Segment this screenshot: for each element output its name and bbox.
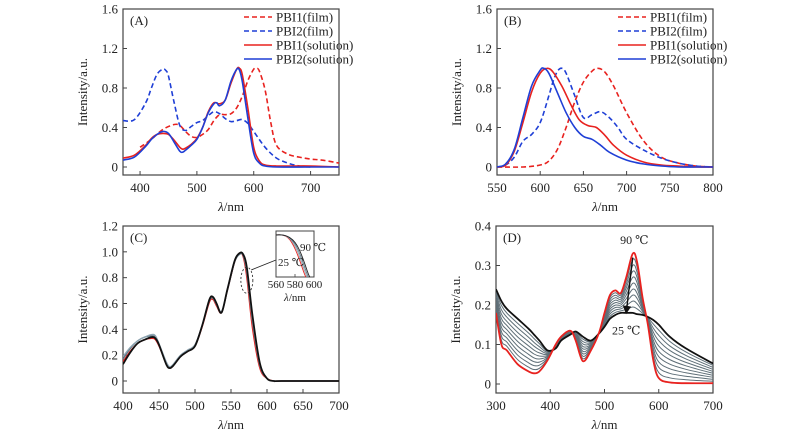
annotation-90c: 90 ℃ — [620, 233, 648, 247]
legend-label: PBI1(solution) — [276, 38, 353, 53]
inset-curve — [275, 234, 311, 278]
y-tick-label: 1.6 — [476, 2, 493, 17]
x-tick-label: 450 — [149, 398, 169, 413]
y-tick-label: 0.8 — [102, 81, 118, 96]
zoom-pointer — [251, 259, 277, 271]
inset-x-tick-label: 560 — [268, 279, 285, 291]
x-tick-label: 550 — [487, 180, 507, 195]
legend-label: PBI2(film) — [276, 24, 333, 39]
series-group — [123, 66, 339, 168]
y-tick-label: 0 — [112, 374, 119, 389]
inset-label-90c: 90 ℃ — [300, 242, 326, 254]
inset-label-25c: 25 ℃ — [278, 257, 304, 269]
trend-arrow — [622, 257, 634, 315]
x-tick-label: 400 — [113, 398, 133, 413]
x-tick-label: 750 — [660, 180, 680, 195]
inset-x-tick-label: 580 — [287, 279, 304, 291]
inset-x-tick-label: 600 — [306, 279, 323, 291]
series-group — [123, 251, 339, 383]
y-tick-label: 0.3 — [475, 258, 491, 273]
panel-label: (C) — [130, 230, 147, 245]
x-tick-label: 500 — [595, 398, 615, 413]
panel-C: 400 450 500 550 600 650 700 0 0.2 0.4 0.6 0.8 1.0 1.2… — [75, 219, 349, 433]
legend-label: PBI2(solution) — [650, 52, 727, 67]
y-tick-label: 0.4 — [476, 120, 493, 135]
y-tick-label: 0.4 — [102, 120, 119, 135]
legend-label: PBI2(film) — [650, 24, 707, 39]
legend-label: PBI1(solution) — [650, 38, 727, 53]
x-tick-label: 700 — [703, 398, 723, 413]
series-group — [496, 251, 713, 385]
y-tick-label: 1.6 — [102, 2, 119, 17]
x-tick-label: 600 — [257, 398, 277, 413]
inset-x-axis-label: λ/nm — [283, 292, 306, 304]
x-axis-label: λ/nm — [591, 199, 618, 214]
panel-label: (B) — [504, 13, 521, 28]
series-line-pbi1-film- — [139, 67, 339, 164]
x-axis-label: λ/nm — [217, 417, 244, 432]
x-tick-label: 700 — [617, 180, 637, 195]
series-line-pbi1-film- — [497, 67, 713, 168]
x-tick-label: 500 — [185, 398, 205, 413]
x-tick-label: 600 — [530, 180, 550, 195]
plot-frame — [496, 8, 714, 176]
y-tick-label: 0.6 — [102, 296, 119, 311]
panel-label: (A) — [130, 13, 148, 28]
x-axis-label: λ/nm — [591, 417, 618, 432]
x-tick-label: 400 — [541, 398, 561, 413]
y-axis-label: Intensity/a.u. — [448, 276, 463, 344]
x-tick-label: 600 — [244, 180, 264, 195]
panel-B: 550 600 650 700 750 800 0 0.4 0.8 1.2 1.6 (B) λ/nm In… — [449, 2, 727, 215]
series-line-pbi1-solution- — [497, 67, 713, 168]
y-tick-label: 0.8 — [476, 81, 492, 96]
series-line-90c — [496, 251, 713, 385]
y-tick-label: 0.2 — [102, 348, 118, 363]
x-tick-label: 700 — [329, 398, 349, 413]
y-tick-label: 1.2 — [476, 41, 492, 56]
x-tick-label: 650 — [293, 398, 313, 413]
x-tick-label: 800 — [703, 180, 723, 195]
y-tick-label: 0 — [485, 377, 492, 392]
x-tick-label: 600 — [649, 398, 669, 413]
y-tick-label: 0.8 — [102, 270, 118, 285]
x-tick-label: 650 — [574, 180, 594, 195]
x-tick-label: 550 — [221, 398, 241, 413]
y-tick-label: 0.2 — [475, 298, 491, 313]
legend-label: PBI2(solution) — [276, 52, 353, 67]
x-axis-label: λ/nm — [217, 199, 244, 214]
x-tick-label: 400 — [130, 180, 150, 195]
x-tick-label: 500 — [187, 180, 207, 195]
zoom-ellipse — [240, 266, 254, 294]
x-tick-label: 700 — [301, 180, 321, 195]
panel-D: 300 400 500 600 700 0 0.1 0.2 0.3 0.4 (D) λ/nm Inten… — [448, 219, 723, 433]
x-tick-label: 300 — [486, 398, 506, 413]
legend-label: PBI1(film) — [650, 10, 707, 25]
series-line-pbi2-film- — [497, 67, 713, 168]
annotation-25c: 25 ℃ — [612, 324, 640, 338]
y-axis-label: Intensity/a.u. — [75, 58, 90, 126]
inset-frame — [275, 230, 315, 278]
inset: 560 580 600 90 ℃ 25 ℃ λ/nm — [268, 230, 326, 304]
series-line-90 — [123, 251, 339, 383]
y-tick-label: 1.0 — [102, 244, 118, 259]
panel-label: (D) — [503, 230, 521, 245]
series-line-pbi2-solution- — [123, 67, 339, 168]
y-axis-label: Intensity/a.u. — [449, 58, 464, 126]
y-axis-label: Intensity/a.u. — [75, 276, 90, 344]
y-tick-label: 0 — [112, 160, 119, 175]
y-tick-label: 0 — [486, 160, 493, 175]
y-tick-label: 0.4 — [102, 322, 119, 337]
series-line-pbi2-solution- — [497, 67, 713, 168]
y-tick-label: 0.1 — [475, 337, 491, 352]
series-group — [497, 67, 713, 168]
y-tick-label: 1.2 — [102, 219, 118, 234]
plot-frame — [122, 8, 340, 176]
legend-label: PBI1(film) — [276, 10, 333, 25]
y-tick-label: 0.4 — [475, 219, 492, 234]
y-tick-label: 1.2 — [102, 41, 118, 56]
panel-A: 400 500 600 700 0 0.4 0.8 1.2 1.6 (A) λ/nm Intensit… — [75, 2, 353, 215]
